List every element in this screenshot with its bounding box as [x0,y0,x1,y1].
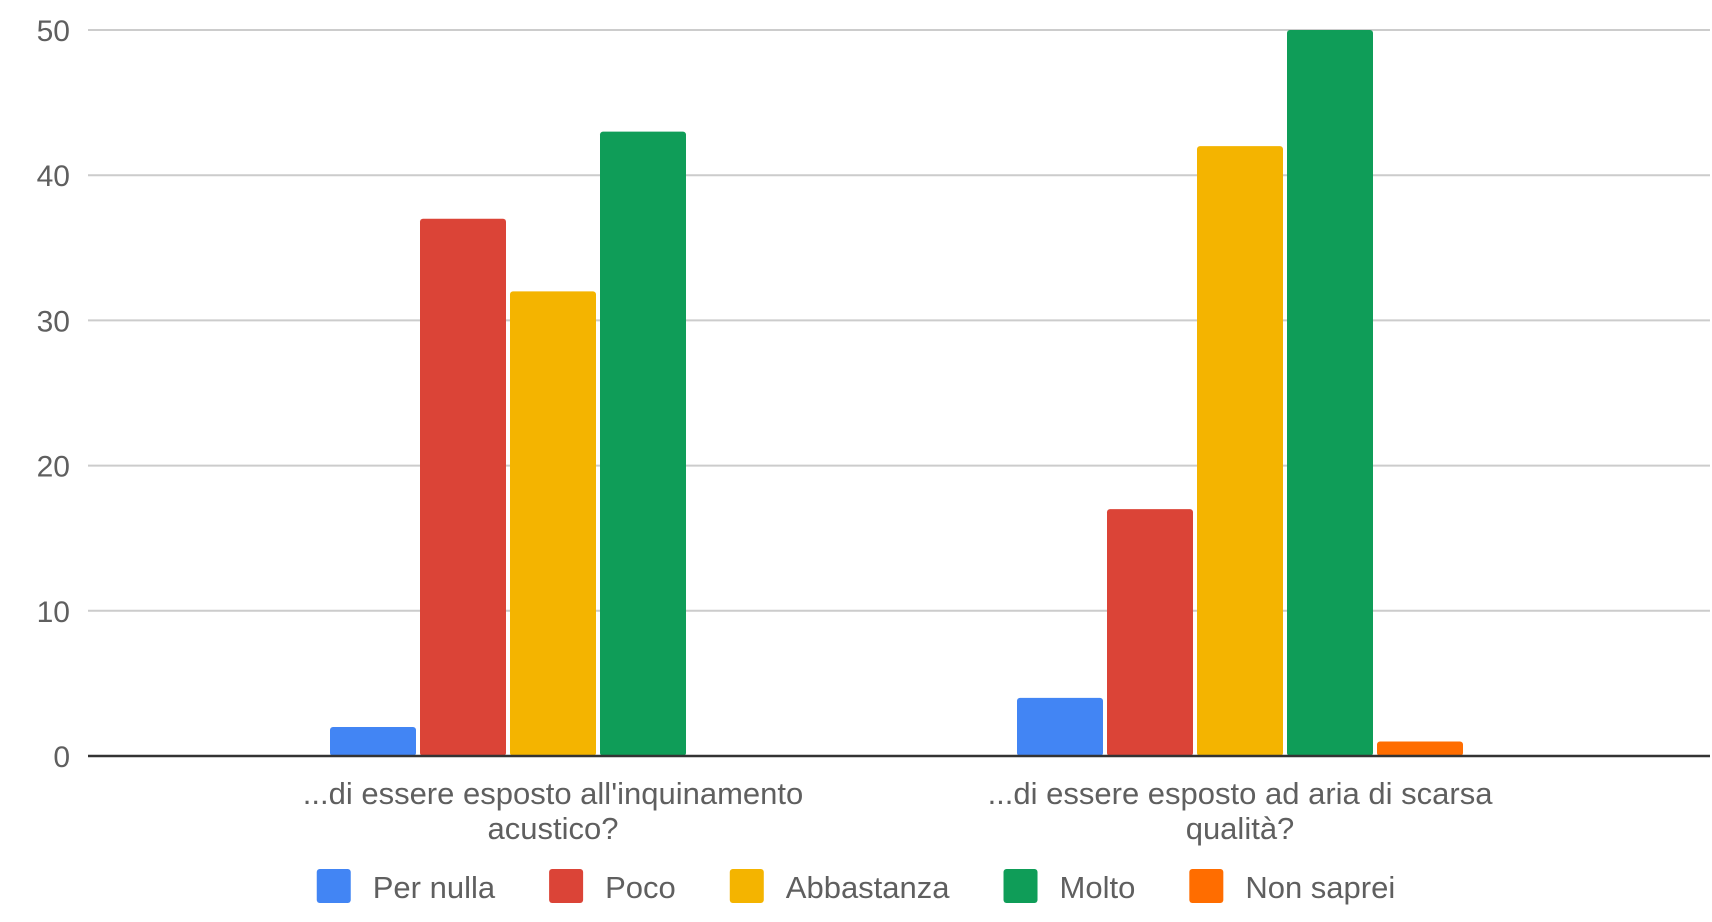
legend-swatch[interactable] [1003,869,1038,903]
axes: 0 10 20 30 40 50 ...di essere esposto all'inqu… [37,15,1710,846]
legend-swatch[interactable] [316,869,351,903]
y-tick-label: 50 [37,15,70,48]
legend-label[interactable]: Abbastanza [786,870,950,905]
y-tick-label: 40 [37,160,70,193]
legend-label[interactable]: Poco [605,870,676,905]
bars [330,30,1463,756]
y-tick-label: 30 [37,305,70,338]
y-tick-label: 0 [53,741,70,774]
bar-non-saprei[interactable] [1377,741,1463,756]
grid-lines [88,29,1710,612]
x-category-label: ...di essere esposto all'inquinamento acu… [303,776,804,846]
legend-label[interactable]: Non saprei [1245,870,1395,905]
x-category-label: ...di essere esposto ad aria di scarsa qu… [988,776,1494,846]
bar-poco[interactable] [420,218,506,756]
y-tick-label: 20 [37,451,70,484]
bar-abbastanza[interactable] [510,291,596,756]
bar-per-nulla[interactable] [330,726,416,756]
legend[interactable]: Per nulla Poco Abbastanza Molto Non saprei [316,869,1396,905]
legend-swatch[interactable] [549,869,584,903]
legend-label[interactable]: Per nulla [373,870,496,905]
legend-label[interactable]: Molto [1060,870,1136,905]
bar-abbastanza[interactable] [1197,146,1283,756]
bar-poco[interactable] [1107,509,1193,756]
legend-swatch[interactable] [1189,869,1224,903]
bar-molto[interactable] [1287,30,1373,756]
legend-swatch[interactable] [729,869,764,903]
bar-per-nulla[interactable] [1017,697,1103,756]
bar-molto[interactable] [600,131,686,756]
y-tick-label: 10 [37,596,70,629]
